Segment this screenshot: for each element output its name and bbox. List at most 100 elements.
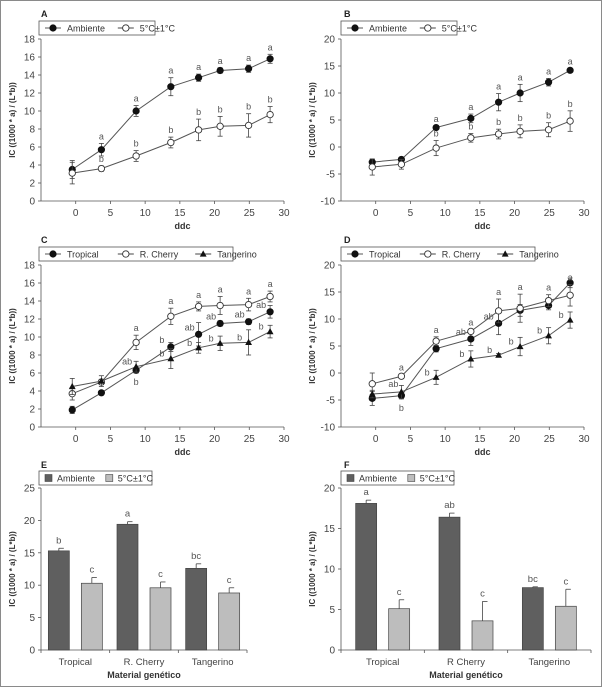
- data-point: [195, 344, 203, 351]
- legend-label: Tangerino: [217, 250, 257, 260]
- x-tick-label: 0: [73, 434, 79, 445]
- y-tick-label: 5: [29, 613, 35, 624]
- x-tick-label: 20: [509, 434, 521, 445]
- y-axis-title: IC ((1000 * a) / (L*b)): [308, 82, 317, 158]
- significance-letter: c: [563, 576, 568, 587]
- category-label: Tangerino: [528, 657, 570, 668]
- panel-label: E: [41, 460, 47, 470]
- bar-ambiente: [185, 568, 208, 651]
- significance-letter: a: [546, 66, 551, 76]
- significance-letter: ab: [185, 322, 195, 332]
- data-point: [368, 390, 376, 397]
- y-tick-label: 16: [24, 279, 36, 290]
- significance-letter: b: [187, 338, 192, 348]
- data-point: [494, 130, 503, 138]
- legend-swatch: [105, 474, 114, 482]
- significance-letter: ab: [484, 311, 494, 321]
- series-line: [71, 58, 271, 170]
- significance-letter: ab: [456, 327, 466, 337]
- series-line: [372, 319, 571, 395]
- data-point: [194, 126, 203, 134]
- series-ambiente: a a a a a a: [368, 57, 574, 166]
- y-tick-label: 14: [24, 297, 36, 308]
- y-tick-label: 25: [24, 484, 36, 495]
- significance-letter: b: [168, 125, 173, 135]
- x-tick-label: 10: [140, 434, 152, 445]
- significance-letter: ab: [206, 312, 216, 322]
- legend-label: R. Cherry: [442, 250, 481, 260]
- significance-letter: ab: [388, 379, 398, 389]
- data-point: [495, 351, 503, 358]
- series-line: [71, 311, 271, 411]
- legend-swatch: [44, 474, 53, 482]
- significance-letter: bc: [191, 551, 201, 562]
- significance-letter: a: [246, 286, 251, 296]
- legend-marker: [424, 250, 432, 258]
- significance-letter: a: [268, 42, 273, 52]
- data-point: [368, 380, 376, 388]
- significance-letter: b: [509, 337, 514, 347]
- y-tick-label: 10: [24, 107, 36, 118]
- significance-letter: a: [496, 82, 501, 92]
- y-tick-label: 5: [329, 116, 335, 127]
- data-point: [467, 355, 475, 362]
- y-tick-label: 15: [324, 62, 336, 73]
- panel-d: D -10 -5 0 5 10 15 20 IC ((1000 * a) / (L*b)) 0 5 1…: [308, 235, 590, 457]
- category-label: Tropical: [59, 657, 92, 668]
- data-point: [566, 117, 574, 125]
- significance-letter: b: [237, 332, 242, 342]
- significance-letter: b: [56, 535, 61, 546]
- data-point: [132, 107, 140, 115]
- data-point: [566, 316, 574, 323]
- bar-5-c-1-c: [80, 582, 103, 651]
- significance-letter: a: [568, 57, 573, 67]
- bar-ambiente: [116, 523, 139, 651]
- y-tick-label: 15: [24, 548, 36, 559]
- y-tick-label: 2: [29, 405, 35, 416]
- y-axis-title: IC ((1000 * a) / (L*b)): [8, 82, 17, 158]
- y-tick-label: 18: [24, 261, 36, 272]
- data-point: [432, 345, 440, 353]
- data-point: [432, 373, 440, 380]
- significance-letter: b: [259, 322, 264, 332]
- legend-marker: [122, 24, 130, 32]
- series-5-c-1-c: b b b b b b: [368, 99, 574, 176]
- x-tick-label: 30: [578, 208, 590, 219]
- y-tick-label: 4: [29, 161, 35, 172]
- panel-f: F 0 5 10 15 20 IC ((1000 * a) / (L*b)) Tropical…: [308, 460, 592, 680]
- significance-letter: b: [568, 99, 573, 109]
- series-line: [72, 331, 271, 387]
- significance-letter: a: [168, 66, 173, 76]
- category-label: Tangerino: [192, 657, 234, 668]
- legend-label: Ambiente: [369, 24, 407, 34]
- y-tick-label: 18: [24, 35, 36, 46]
- x-tick-label: 5: [108, 208, 114, 219]
- significance-letter: b: [134, 139, 139, 149]
- legend-marker: [351, 24, 359, 32]
- y-tick-label: 10: [324, 315, 336, 326]
- bar-ambiente: [47, 550, 70, 651]
- legend: Tropical R. Cherry Tangerino: [38, 246, 257, 262]
- legend-label: Ambiente: [67, 24, 105, 34]
- significance-letter: c: [227, 575, 232, 586]
- data-point: [516, 127, 524, 135]
- x-axis-title: ddc: [474, 447, 490, 457]
- bar-5-c-1-c: [471, 620, 494, 651]
- data-point: [432, 123, 440, 132]
- y-tick-label: 0: [29, 646, 35, 657]
- bar-5-c-1-c: [149, 587, 172, 651]
- x-tick-label: 0: [373, 208, 379, 219]
- x-tick-label: 10: [440, 434, 452, 445]
- legend-label: 5°C±1°C: [118, 474, 154, 484]
- significance-letter: a: [496, 287, 501, 297]
- data-point: [467, 335, 475, 343]
- data-point: [195, 74, 203, 82]
- significance-letter: c: [480, 588, 485, 599]
- data-point: [368, 163, 376, 171]
- category-label: R Cherry: [447, 657, 485, 668]
- x-tick-label: 15: [474, 434, 486, 445]
- data-point: [244, 300, 253, 309]
- legend-label: R. Cherry: [140, 250, 179, 260]
